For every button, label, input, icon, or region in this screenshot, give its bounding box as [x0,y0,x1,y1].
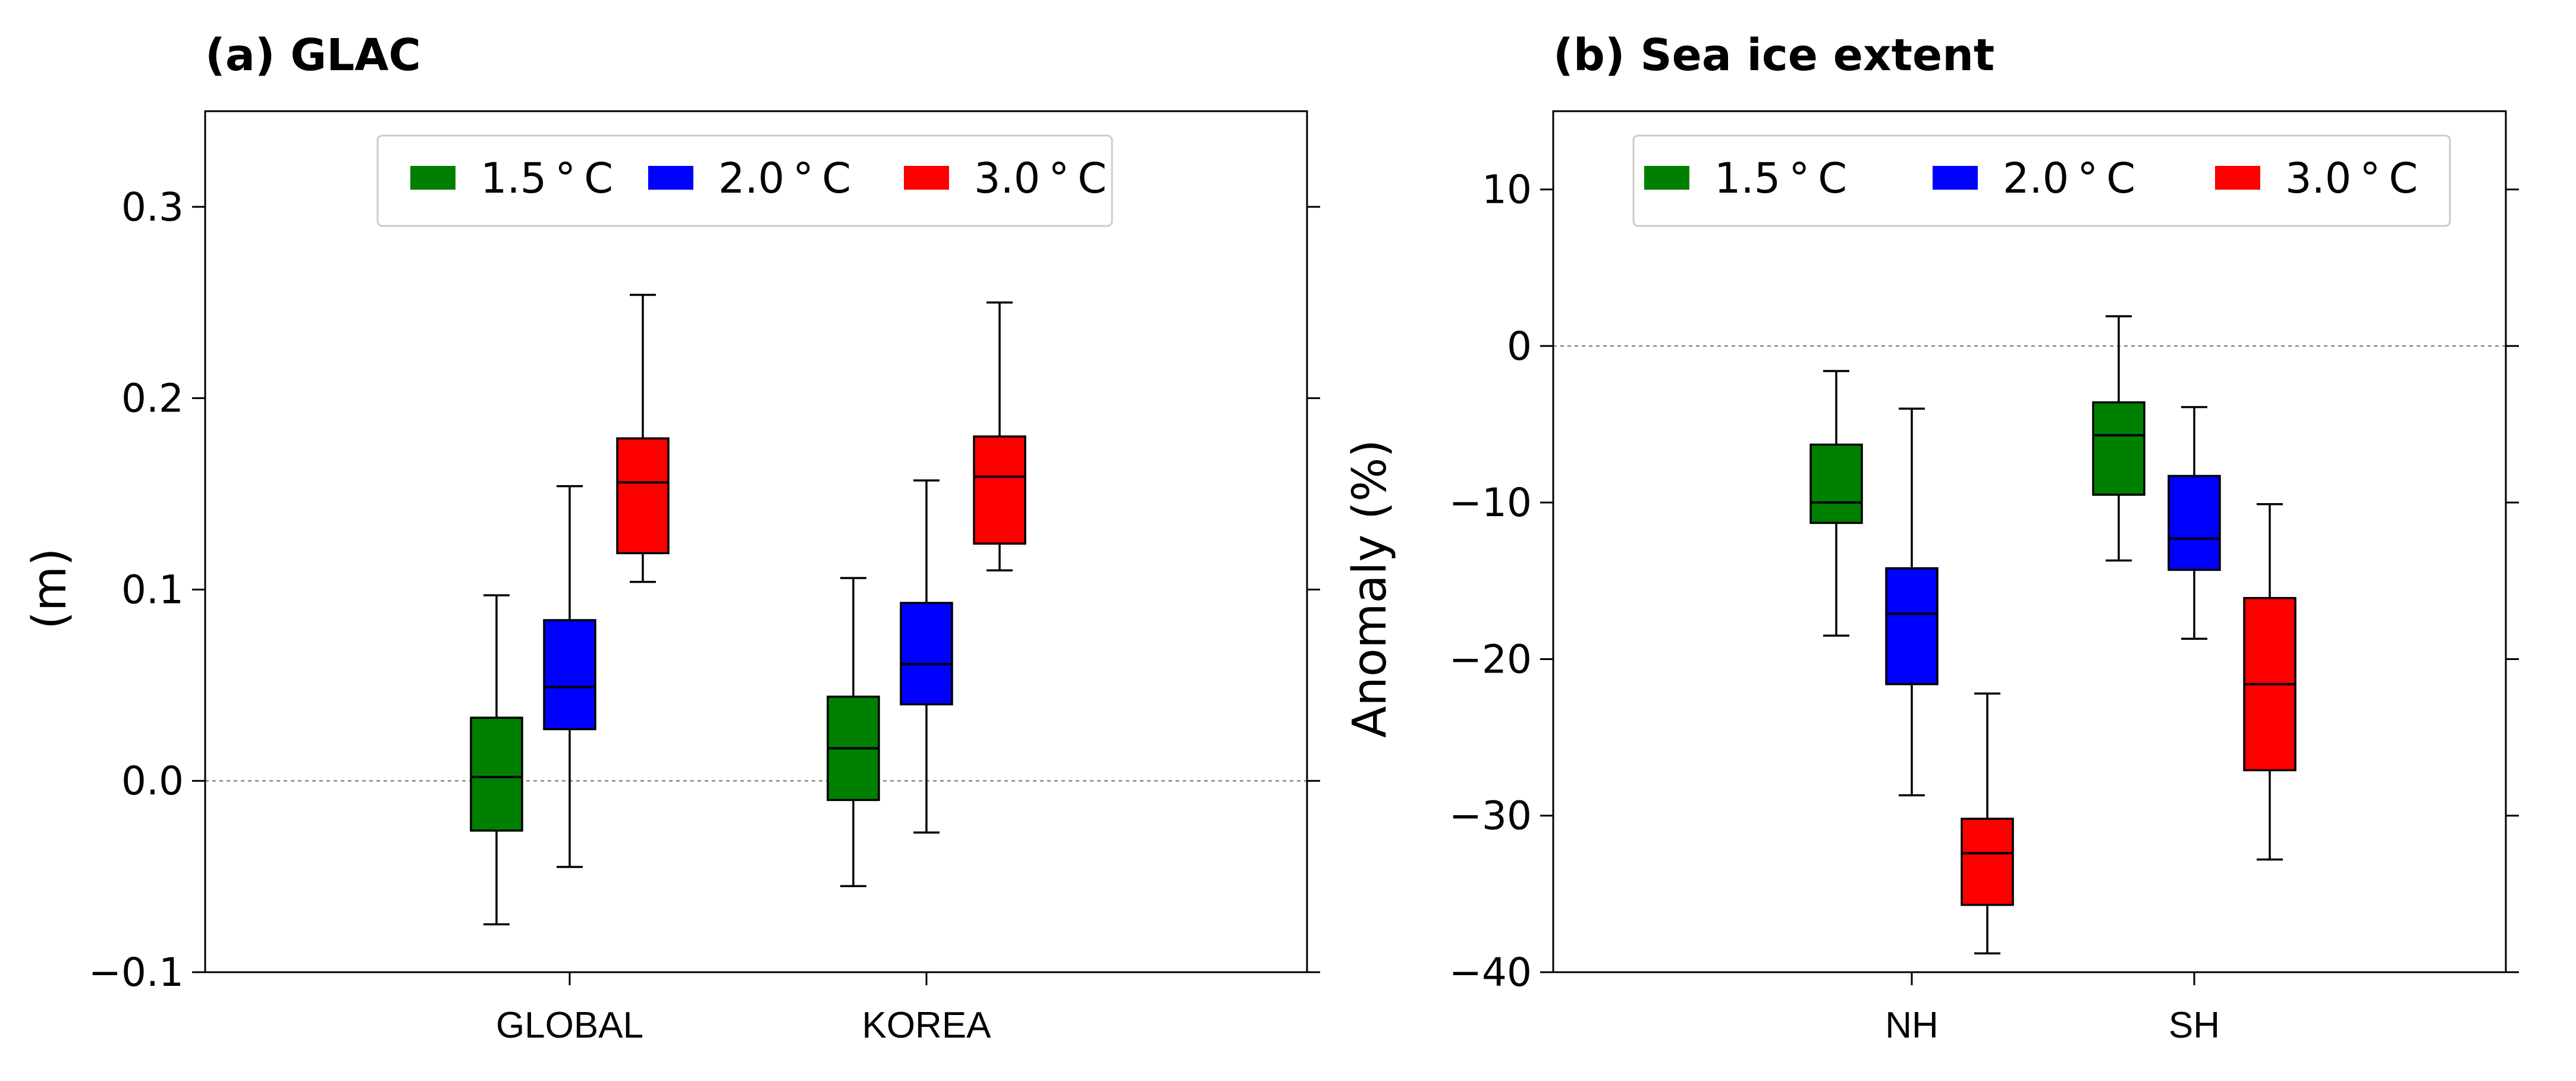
iqr-box [1961,818,2014,906]
panel-b-box-nh-series-1 [1810,370,1863,637]
panel-b-y-tick-label: 10 [1482,167,1532,213]
panel-a-y-tick-label: −0.1 [89,950,184,995]
panel-b-box-sh-series-2 [2167,406,2221,640]
panel-a-y-axis-label: (m) [23,548,77,630]
panel-b-legend-swatch-2 [1933,166,1978,190]
panel-a-y-tick-label: 0.2 [121,376,184,422]
panel-b-title: (b) Sea ice extent [1553,30,1994,81]
panel-a-box-korea-series-2 [900,479,953,834]
panel-a-legend-frame [376,134,1113,227]
iqr-box [543,619,596,731]
panel-b-legend: 1.5 ° C 2.0 ° C 3.0 ° C [1632,134,2451,227]
panel-b-y-tick-label: −10 [1449,480,1532,526]
panel-a-plot-area: −0.1 0.0 0.1 0.2 0.3 GLOBAL KOREA [89,110,1320,1046]
panel-a-legend-swatch-3 [904,166,949,190]
panel-b-y-tick-label: −20 [1449,636,1532,682]
panel-b-box-sh-series-1 [2092,315,2145,562]
panel-b-box-nh-series-2 [1885,407,1939,797]
panel-b-legend-swatch-3 [2215,166,2260,190]
panel-a-x-tick-label-korea: KOREA [862,1005,991,1046]
panel-a-box-global-series-1 [470,594,523,926]
iqr-box [470,717,523,832]
panel-a-legend-label-2: 2.0 ° C [718,154,851,203]
panel-a-glac: (a) GLAC (m) −0.1 0.0 0.1 0.2 0.3 GLOBAL KOREA… [23,30,1320,1046]
panel-b-legend-frame [1632,134,2451,227]
panel-b-axes-frame [1552,110,2507,973]
iqr-box [2092,401,2145,496]
panel-a-y-tick-label: 0.3 [121,184,184,230]
panel-a-y-tick-label: 0.0 [121,758,184,804]
panel-b-plot-area: −40 −30 −20 −10 0 10 NH SH [1449,110,2519,1046]
panel-a-box-korea-series-1 [827,577,880,887]
panel-a-axes-frame [204,110,1308,973]
panel-b-sea-ice-extent: (b) Sea ice extent Anomaly (%) −40 −30 −20… [1343,30,2519,1046]
panel-b-y-tick-label: 0 [1507,323,1532,369]
panel-b-legend-swatch-1 [1644,166,1689,190]
panel-a-title: (a) GLAC [205,30,421,81]
panel-a-legend-label-1: 1.5 ° C [480,154,613,203]
iqr-box [1810,444,1863,524]
panel-a-box-korea-series-3 [973,301,1026,572]
iqr-box [616,437,670,555]
panel-b-box-nh-series-3 [1961,692,2014,955]
panel-a-legend-label-3: 3.0 ° C [974,154,1107,203]
panel-a-legend-swatch-1 [410,166,455,190]
panel-a-box-global-series-3 [616,294,670,583]
panel-b-y-tick-label: −40 [1449,950,1532,995]
iqr-box [2167,474,2221,571]
panel-a-box-global-series-2 [543,485,596,868]
iqr-box [973,435,1026,545]
panel-b-legend-label-3: 3.0 ° C [2285,154,2418,203]
panel-a-legend-swatch-2 [648,166,693,190]
panel-b-legend-label-1: 1.5 ° C [1714,154,1847,203]
panel-b-legend-label-2: 2.0 ° C [2003,154,2135,203]
panel-b-y-tick-label: −30 [1449,793,1532,839]
panel-a-y-tick-label: 0.1 [121,567,184,612]
iqr-box [900,602,953,706]
iqr-box [1885,567,1939,686]
panel-a-x-tick-label-global: GLOBAL [496,1005,643,1046]
panel-a-legend: 1.5 ° C 2.0 ° C 3.0 ° C [376,134,1113,227]
panel-b-y-axis-label: Anomaly (%) [1343,439,1397,738]
panel-b-x-tick-label-sh: SH [2169,1005,2220,1046]
panel-b-box-sh-series-3 [2243,503,2297,861]
panel-b-x-tick-label-nh: NH [1885,1005,1939,1046]
